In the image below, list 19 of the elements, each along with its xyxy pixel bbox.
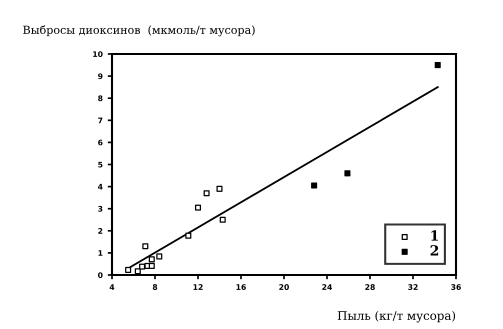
point xyxy=(194,204,202,211)
point xyxy=(148,256,155,262)
point xyxy=(156,253,162,260)
legend-label: 2 xyxy=(430,245,438,256)
point xyxy=(125,266,132,273)
point xyxy=(134,268,141,274)
point xyxy=(344,170,350,176)
x-axis-title: Пыль (кг/т мусора) xyxy=(338,310,456,322)
point xyxy=(204,190,210,196)
point xyxy=(220,216,226,223)
point xyxy=(216,186,223,192)
point xyxy=(185,232,192,239)
point xyxy=(142,243,148,250)
point xyxy=(148,262,155,269)
y-axis-title: Выбросы диоксинов (мкмоль/т мусора) xyxy=(23,25,255,36)
point xyxy=(434,62,441,68)
point xyxy=(139,264,146,270)
legend-label: 1 xyxy=(431,230,438,241)
point xyxy=(311,182,318,189)
